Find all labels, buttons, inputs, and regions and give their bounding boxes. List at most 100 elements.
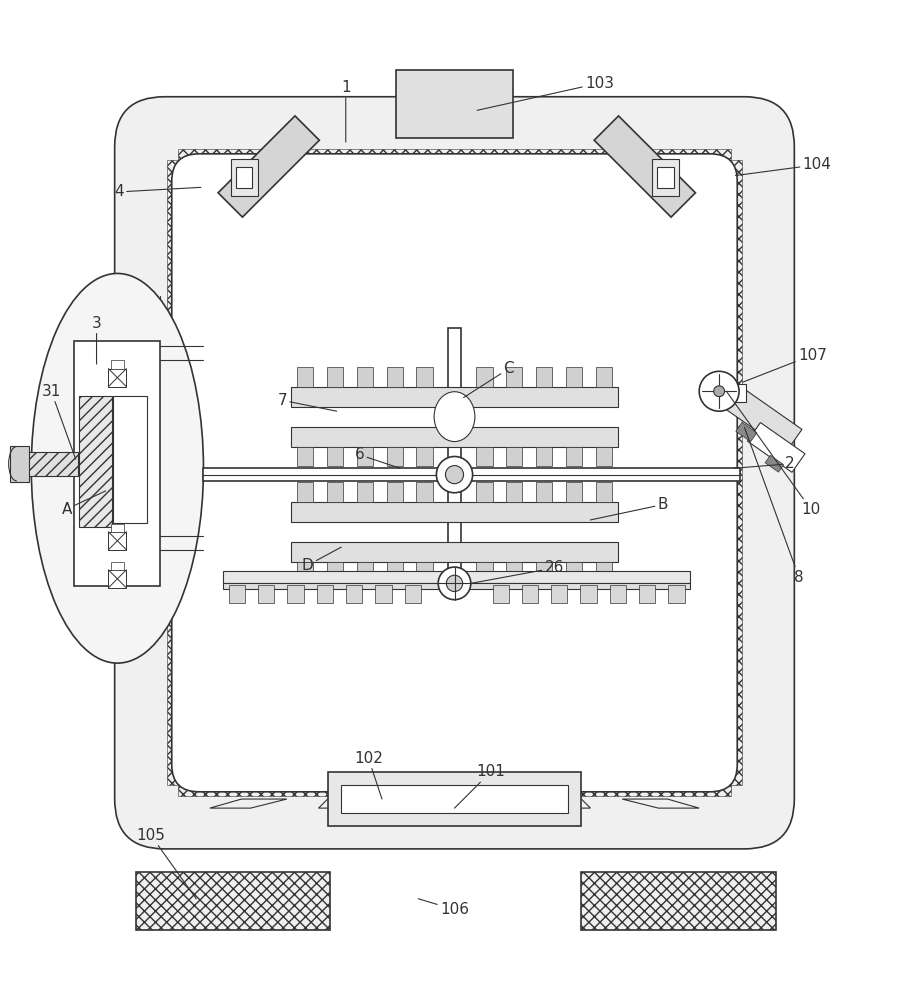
Bar [416,482,433,502]
Circle shape [438,567,471,600]
Ellipse shape [435,392,474,442]
Bar [493,585,509,603]
Bar [113,396,147,523]
Bar [506,447,523,466]
Bar [536,562,553,582]
Bar [448,328,461,595]
Bar [111,524,124,532]
Bar [375,585,392,603]
Bar [326,367,343,387]
Text: 1: 1 [341,80,351,142]
Bar [596,482,612,502]
Text: A: A [62,491,105,517]
Text: 7: 7 [277,393,336,411]
Bar [316,585,333,603]
Text: 8: 8 [744,428,804,585]
Polygon shape [594,116,695,217]
FancyBboxPatch shape [172,154,737,792]
Bar [178,149,731,176]
Bar [178,769,731,796]
Text: 6: 6 [355,447,400,468]
Bar [297,562,313,582]
Bar [292,542,617,562]
Circle shape [714,386,724,397]
Bar [327,772,582,826]
Text: 106: 106 [418,899,469,917]
Bar [476,482,493,502]
Bar [506,367,523,387]
Text: 3: 3 [92,316,102,364]
Bar [224,583,690,589]
Polygon shape [318,799,377,808]
Bar [111,562,124,570]
Bar [297,447,313,466]
Bar [668,585,684,603]
Bar [395,70,514,138]
Bar [522,585,538,603]
Circle shape [436,457,473,493]
Bar [224,571,690,583]
Bar [74,341,160,586]
Text: 103: 103 [477,76,614,110]
Bar [536,447,553,466]
Bar [203,468,740,481]
Bar [536,367,553,387]
Bar [476,367,493,387]
Bar [356,482,373,502]
Bar [326,562,343,582]
Bar [405,585,421,603]
Polygon shape [622,799,699,808]
Bar [287,585,304,603]
Bar [386,447,403,466]
Polygon shape [724,385,802,452]
Bar [292,427,617,447]
Bar [639,585,655,603]
Bar [356,367,373,387]
Polygon shape [218,116,319,217]
Bar [292,502,617,522]
Bar [714,160,742,785]
Polygon shape [210,799,287,808]
Bar [341,785,568,813]
Bar [135,872,330,930]
Bar [386,562,403,582]
Bar [229,585,245,603]
Bar [236,167,253,188]
Circle shape [445,466,464,484]
Bar [551,585,567,603]
Bar [108,369,126,387]
Bar [566,367,583,387]
Bar [596,562,612,582]
Text: 2: 2 [734,456,794,471]
Bar [596,367,612,387]
Bar [476,562,493,582]
Polygon shape [735,422,757,442]
Bar [566,447,583,466]
Bar [10,446,28,482]
Bar [346,585,363,603]
Bar [566,482,583,502]
Text: 10: 10 [726,391,820,517]
Bar [610,585,626,603]
Bar [356,447,373,466]
Bar [506,482,523,502]
Text: 101: 101 [454,764,505,808]
Text: D: D [302,547,341,573]
Bar [292,387,617,407]
Text: B: B [591,497,668,520]
Bar [657,167,674,188]
Bar [476,447,493,466]
Bar [108,570,126,588]
Bar [386,367,403,387]
Bar [582,872,776,930]
Bar [79,396,112,527]
Bar [581,585,597,603]
Bar [416,562,433,582]
FancyBboxPatch shape [115,97,794,849]
Bar [231,159,258,196]
Bar [596,447,612,466]
Text: 107: 107 [743,348,827,382]
Ellipse shape [31,273,204,663]
Bar [728,384,746,402]
Text: 102: 102 [354,751,383,799]
